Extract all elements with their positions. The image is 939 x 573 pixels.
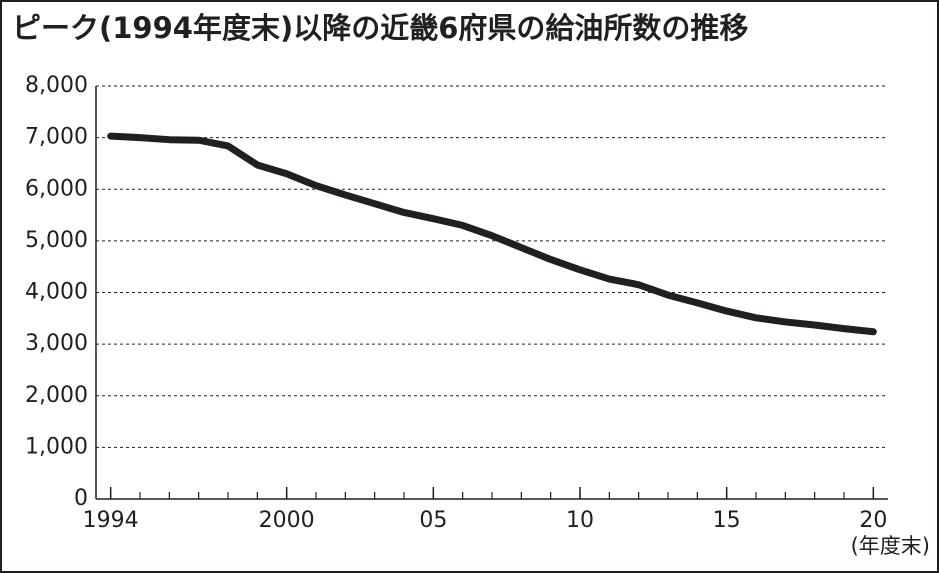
x-unit-label: (年度末) (851, 534, 930, 558)
y-tick-label: 2,000 (25, 383, 88, 408)
y-tick-label: 1,000 (25, 434, 88, 459)
y-tick-label: 6,000 (25, 176, 88, 201)
y-tick-label: 5,000 (25, 228, 88, 253)
x-tick-label: 05 (419, 508, 447, 533)
y-tick-label: 8,000 (25, 73, 88, 98)
x-tick-label: 15 (713, 508, 741, 533)
y-tick-label: 3,000 (25, 331, 88, 356)
x-tick-label: 10 (566, 508, 594, 533)
y-tick-label: 0 (74, 486, 88, 511)
y-tick-label: 7,000 (25, 125, 88, 150)
y-tick-label: 4,000 (25, 280, 88, 305)
chart-title: ピーク(1994年度末)以降の近畿6府県の給油所数の推移 (12, 11, 748, 45)
x-tick-label: 1994 (83, 508, 139, 533)
x-tick-label: 2000 (259, 508, 315, 533)
data-line (107, 132, 877, 336)
x-tick-label: 20 (859, 508, 887, 533)
